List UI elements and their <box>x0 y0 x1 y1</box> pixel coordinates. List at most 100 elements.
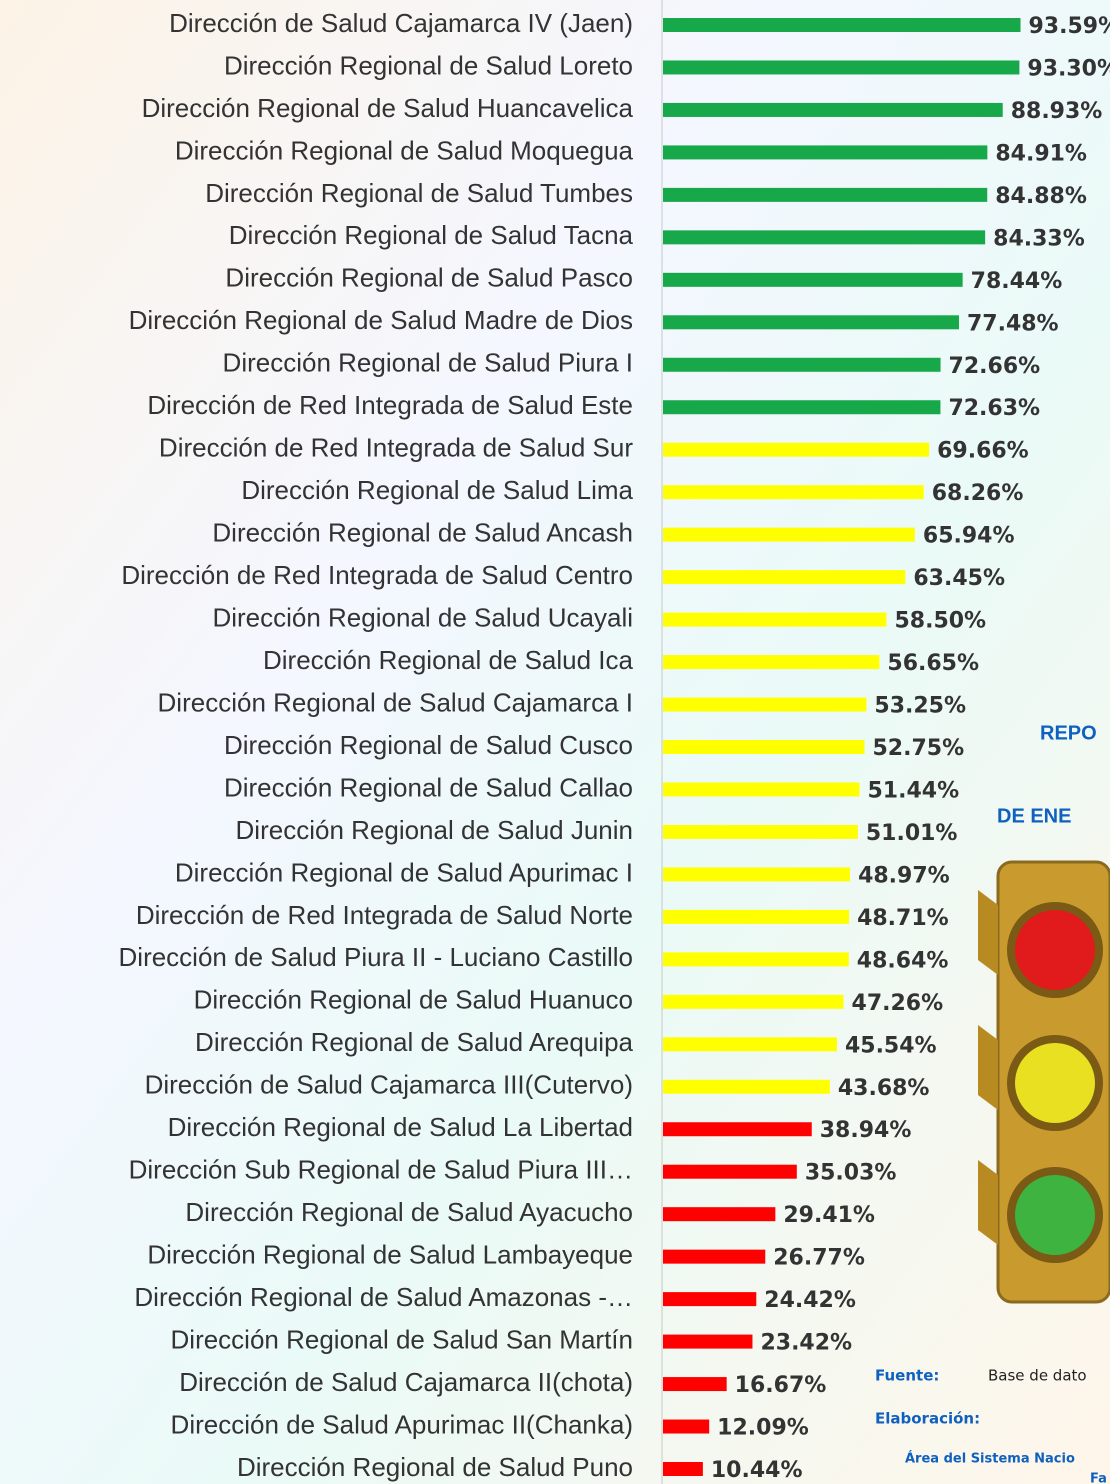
value-label: 63.45% <box>913 566 1005 591</box>
value-label: 48.71% <box>857 906 949 931</box>
category-label: Dirección de Salud Cajamarca III(Cutervo… <box>145 1070 633 1100</box>
bar <box>663 1165 797 1179</box>
bar <box>663 570 905 584</box>
category-label: Dirección Regional de Salud Arequipa <box>195 1027 633 1057</box>
bar <box>663 867 850 881</box>
value-label: 84.33% <box>993 226 1085 251</box>
annotation: Fuente: <box>875 1367 939 1385</box>
bar <box>663 740 865 754</box>
value-label: 56.65% <box>887 651 979 676</box>
value-label: 51.01% <box>866 821 958 846</box>
annotation: REPO <box>1040 722 1097 744</box>
category-label: Dirección Regional de Salud Cusco <box>224 730 633 760</box>
category-label: Dirección de Salud Piura II - Luciano Ca… <box>119 942 633 972</box>
bar <box>663 188 987 202</box>
category-label: Dirección de Red Integrada de Salud Nort… <box>136 900 633 930</box>
category-label: Dirección Regional de Salud Huancavelica <box>142 93 634 123</box>
value-label: 78.44% <box>971 269 1063 294</box>
bar <box>663 1122 812 1136</box>
category-label: Dirección de Red Integrada de Salud Cent… <box>121 560 633 590</box>
category-label: Dirección Regional de Salud Loreto <box>224 50 633 80</box>
value-label: 52.75% <box>873 736 965 761</box>
value-label: 84.88% <box>995 184 1087 209</box>
bar <box>663 655 879 669</box>
annotation: Elaboración: <box>875 1410 980 1428</box>
value-label: 47.26% <box>852 991 944 1016</box>
category-label: Dirección Regional de Salud Ancash <box>212 518 633 548</box>
value-label: 77.48% <box>967 311 1059 336</box>
bar <box>663 1080 830 1094</box>
bar <box>663 1292 756 1306</box>
category-label: Dirección Regional de Salud Cajamarca I <box>158 687 633 717</box>
annotation: Área del Sistema Nacio <box>905 1451 1075 1467</box>
category-label: Dirección Regional de Salud Apurimac I <box>175 857 633 887</box>
annotation: Fa <box>1090 1472 1107 1484</box>
value-label: 48.64% <box>857 948 949 973</box>
annotation: Base de dato <box>988 1367 1087 1385</box>
bar <box>663 273 963 287</box>
category-label: Dirección Regional de Salud La Libertad <box>168 1112 633 1142</box>
value-label: 84.91% <box>995 141 1087 166</box>
bar <box>663 103 1003 117</box>
category-label: Dirección Regional de Salud Tumbes <box>205 178 633 208</box>
value-label: 38.94% <box>820 1118 912 1143</box>
bar <box>663 18 1021 32</box>
bar <box>663 1420 709 1434</box>
value-label: 72.63% <box>948 396 1040 421</box>
bar <box>663 698 866 712</box>
bar <box>663 315 959 329</box>
bar <box>663 528 915 542</box>
category-label: Dirección de Salud Apurimac II(Chanka) <box>171 1409 633 1439</box>
category-label: Dirección de Red Integrada de Salud Sur <box>159 433 633 463</box>
bar <box>663 613 886 627</box>
value-label: 10.44% <box>711 1458 803 1483</box>
category-label: Dirección de Salud Cajamarca IV (Jaen) <box>169 8 633 38</box>
category-label: Dirección Regional de Salud Junin <box>236 815 633 845</box>
annotation: DE ENE <box>997 805 1071 827</box>
category-label: Dirección Regional de Salud Amazonas -… <box>134 1282 633 1312</box>
value-label: 43.68% <box>838 1076 930 1101</box>
category-label: Dirección Regional de Salud Tacna <box>229 220 634 250</box>
bar <box>663 825 858 839</box>
value-label: 23.42% <box>760 1331 852 1356</box>
value-label: 58.50% <box>894 609 986 634</box>
value-label: 88.93% <box>1011 99 1103 124</box>
bar <box>663 145 987 159</box>
bar <box>663 995 844 1009</box>
bar <box>663 358 941 372</box>
value-label: 53.25% <box>874 694 966 719</box>
value-label: 93.59% <box>1029 14 1110 39</box>
bar <box>663 952 849 966</box>
bar <box>663 400 940 414</box>
category-label: Dirección Regional de Salud Lambayeque <box>147 1240 633 1270</box>
bar <box>663 1377 727 1391</box>
category-label: Dirección Regional de Salud Ucayali <box>212 602 633 632</box>
bar <box>663 782 860 796</box>
bar <box>663 230 985 244</box>
category-label: Dirección Regional de Salud Ayacucho <box>185 1197 633 1227</box>
bar <box>663 1207 775 1221</box>
chart: REPO DE ENE Fuente: Base de dato Elabora… <box>0 0 1110 1484</box>
value-label: 69.66% <box>937 439 1029 464</box>
value-label: 68.26% <box>932 481 1024 506</box>
category-label: Dirección Regional de Salud Callao <box>224 772 633 802</box>
bar <box>663 60 1019 74</box>
category-label: Dirección de Salud Cajamarca II(chota) <box>179 1367 633 1397</box>
traffic-light <box>978 862 1110 1302</box>
value-label: 26.77% <box>773 1246 865 1271</box>
value-label: 65.94% <box>923 524 1015 549</box>
bar <box>663 1037 837 1051</box>
bar <box>663 1462 703 1476</box>
bar <box>663 910 849 924</box>
value-label: 29.41% <box>783 1203 875 1228</box>
value-label: 12.09% <box>717 1416 809 1441</box>
category-label: Dirección Sub Regional de Salud Piura II… <box>129 1155 633 1185</box>
category-label: Dirección Regional de Salud Madre de Dio… <box>129 305 633 335</box>
category-label: Dirección de Red Integrada de Salud Este <box>147 390 633 420</box>
category-label: Dirección Regional de Salud Puno <box>237 1452 633 1482</box>
value-label: 16.67% <box>735 1373 827 1398</box>
value-label: 45.54% <box>845 1033 937 1058</box>
category-label: Dirección Regional de Salud Ica <box>263 645 634 675</box>
value-label: 93.30% <box>1027 56 1110 81</box>
value-label: 72.66% <box>949 354 1041 379</box>
